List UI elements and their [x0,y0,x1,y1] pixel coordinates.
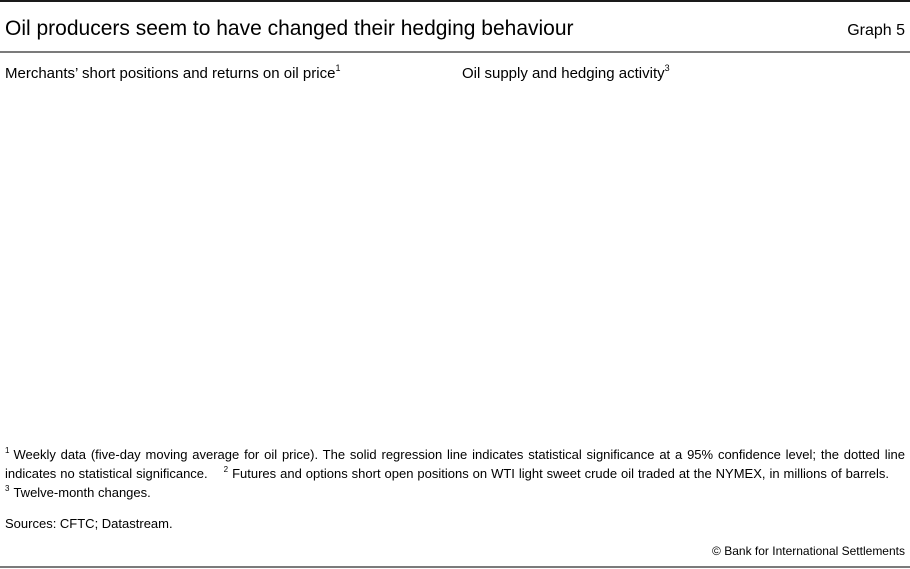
charts-canvas [0,0,910,440]
footnote-2-text: Futures and options short open positions… [232,466,889,481]
footnote-3-text: Twelve-month changes. [13,485,151,500]
footnote-3-mark: 3 [5,484,10,493]
right-panel-title-text: Oil supply and hedging activity [462,65,665,82]
footnotes: 1 Weekly data (five-day moving average fo… [5,445,905,502]
footnote-1-text: Weekly data (five-day moving average for… [5,447,905,481]
right-panel-title-footnote: 3 [664,63,670,73]
left-panel-title-text: Merchants’ short positions and returns o… [5,65,336,82]
sources-note: Sources: CFTC; Datastream. [5,516,173,531]
graph-number: Graph 5 [847,22,905,39]
right-panel-title: Oil supply and hedging activity3 [462,64,670,84]
left-panel-title-footnote: 1 [335,63,341,73]
copyright-notice: © Bank for International Settlements [712,544,905,558]
top-rule [0,0,910,2]
header-divider [0,51,910,53]
footnote-1-mark: 1 [5,446,10,455]
graph-title: Oil producers seem to have changed their… [5,17,574,40]
footnote-2-mark: 2 [223,465,229,474]
bottom-rule [0,566,910,568]
left-panel-title: Merchants’ short positions and returns o… [5,64,340,84]
